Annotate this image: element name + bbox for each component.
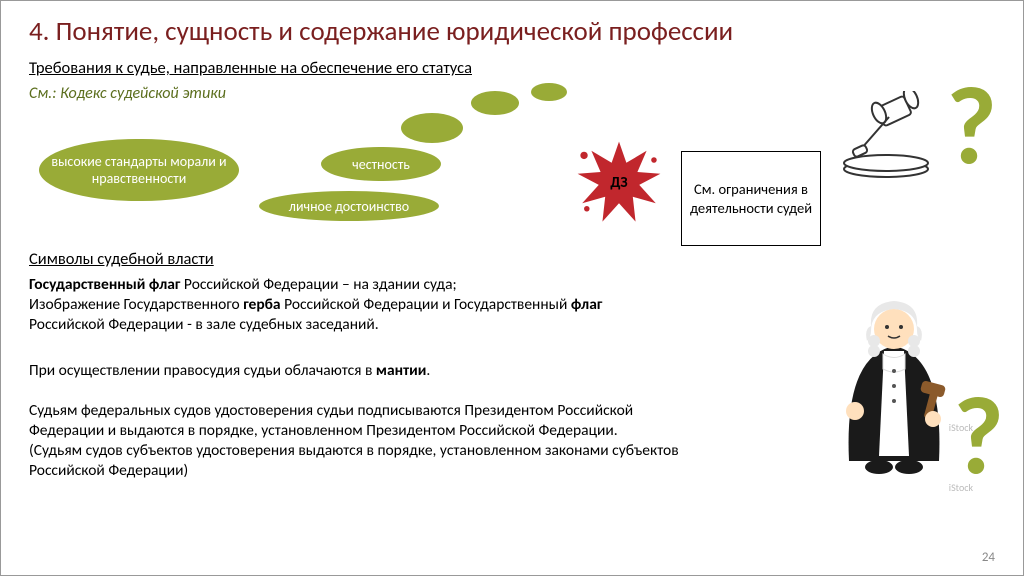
- paragraph-flag: Государственный флаг Российской Федераци…: [29, 275, 669, 335]
- gavel-icon: [831, 91, 941, 181]
- watermark-2: iStock: [949, 481, 973, 494]
- paragraph-mantle: При осуществлении правосудия судьи облач…: [29, 361, 669, 381]
- judge-illustration: [829, 291, 959, 491]
- requirements-subtitle: Требования к судье, направленные на обес…: [1, 54, 1023, 78]
- symbols-subtitle: Символы судебной власти: [29, 249, 214, 269]
- slide-title: 4. Понятие, сущность и содержание юридич…: [1, 1, 1023, 54]
- bubble-dignity-label: личное достоинство: [289, 198, 409, 215]
- splat-label: ДЗ: [610, 174, 627, 192]
- decor-bubble-2: [471, 91, 519, 115]
- note-box: См. ограничения в деятельности судей: [681, 151, 821, 246]
- note-box-text: См. ограничения в деятельности судей: [686, 180, 816, 216]
- decor-bubble-3: [531, 83, 567, 101]
- splat-badge: ДЗ: [569, 137, 669, 229]
- bubble-honesty-label: честность: [352, 156, 410, 173]
- bubble-honesty: честность: [321, 147, 441, 181]
- bubble-standards-label: высокие стандарты морали и нравственност…: [49, 153, 229, 187]
- judge-icon: [829, 291, 959, 491]
- bubble-dignity: личное достоинство: [259, 191, 439, 221]
- question-mark-top: ?: [946, 71, 997, 181]
- gavel-illustration: [831, 91, 941, 181]
- paragraph-id: Судьям федеральных судов удостоверения с…: [29, 401, 709, 482]
- page-number: 24: [982, 550, 995, 565]
- watermark-1: iStock: [949, 421, 973, 434]
- decor-bubble-1: [401, 113, 463, 143]
- question-mark-bottom: ?: [953, 381, 1004, 491]
- bubble-standards: высокие стандарты морали и нравственност…: [39, 139, 239, 201]
